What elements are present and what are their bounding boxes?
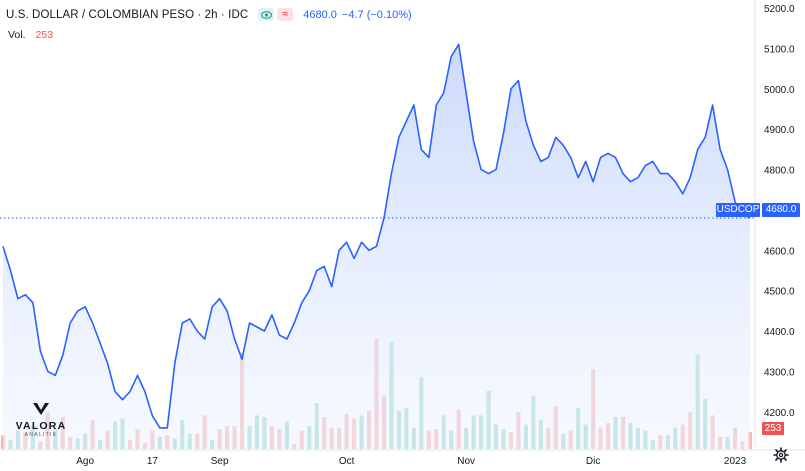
valora-logo-mark xyxy=(33,403,49,415)
approx-icon[interactable]: ≈ xyxy=(277,8,294,21)
logo-name: VALORA xyxy=(15,420,67,432)
chart-legend: U.S. DOLLAR / COLOMBIAN PESO · 2h · IDC … xyxy=(6,8,412,21)
valora-logo: VALORA ANALITIK xyxy=(10,402,72,438)
x-tick-label: 17 xyxy=(147,456,159,467)
logo-tagline: ANALITIK xyxy=(24,432,58,438)
y-tick-label: 4200.0 xyxy=(764,408,795,419)
price-badge: 4680.0 xyxy=(762,203,800,217)
volume-value: 253 xyxy=(35,29,54,41)
y-tick-label: 4500.0 xyxy=(764,287,795,298)
x-tick-label: Dic xyxy=(586,456,600,467)
x-tick-label: Oct xyxy=(339,456,355,467)
volume-legend: Vol. 253 xyxy=(8,29,53,41)
symbol-badge: USDCOP xyxy=(716,203,760,217)
y-tick-label: 5100.0 xyxy=(764,44,795,55)
y-tick-label: 4400.0 xyxy=(764,327,795,338)
x-tick-label: Ago xyxy=(76,456,94,467)
y-tick-label: 4800.0 xyxy=(764,166,795,177)
price-change: −4.7 (−0.10%) xyxy=(341,8,412,21)
eye-icon[interactable] xyxy=(258,8,275,21)
y-tick-label: 4300.0 xyxy=(764,367,795,378)
symbol-title[interactable]: U.S. DOLLAR / COLOMBIAN PESO · 2h · IDC xyxy=(6,8,249,21)
y-tick-label: 5200.0 xyxy=(764,4,795,15)
volume-label: Vol. xyxy=(8,29,26,41)
y-tick-label: 5000.0 xyxy=(764,85,795,96)
volume-badge: 253 xyxy=(762,422,784,435)
x-tick-label: 2023 xyxy=(724,456,747,467)
x-tick-label: Nov xyxy=(457,456,475,467)
legend-icons: ≈ xyxy=(258,8,294,21)
gear-icon[interactable] xyxy=(773,447,789,463)
x-tick-label: Sep xyxy=(211,456,229,467)
last-price: 4680.0 xyxy=(303,8,337,21)
y-tick-label: 4900.0 xyxy=(764,125,795,136)
price-line[interactable] xyxy=(2,43,751,429)
y-tick-label: 4600.0 xyxy=(764,246,795,257)
